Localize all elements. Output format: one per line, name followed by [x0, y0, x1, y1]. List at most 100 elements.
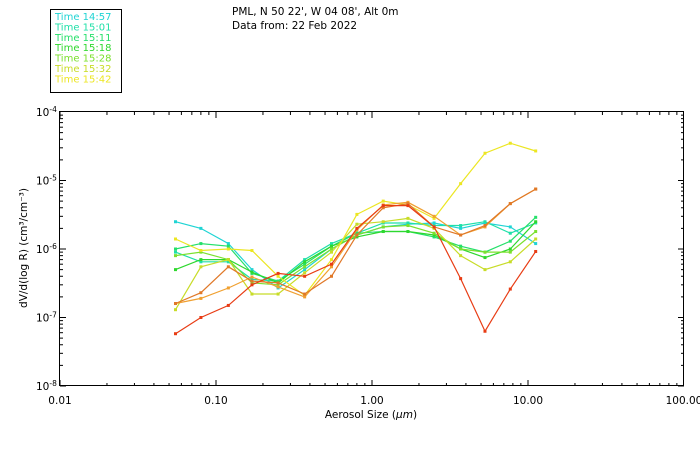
data-point: [329, 247, 333, 251]
data-point: [303, 258, 307, 262]
data-point: [173, 268, 177, 272]
data-point: [432, 214, 436, 218]
data-point: [483, 250, 487, 254]
data-point: [303, 292, 307, 296]
data-point: [355, 233, 359, 237]
data-point: [250, 292, 254, 296]
data-point: [173, 308, 177, 312]
data-point: [199, 226, 203, 230]
legend-entry: Time 15:01: [54, 22, 111, 33]
series-7: [173, 141, 538, 297]
data-point: [508, 247, 512, 251]
data-point: [432, 231, 436, 235]
data-point: [483, 256, 487, 260]
data-point: [432, 235, 436, 239]
x-tick-label: 0.01: [48, 395, 71, 407]
data-point: [303, 274, 307, 278]
data-point: [199, 265, 203, 269]
data-point: [173, 302, 177, 306]
data-point: [250, 268, 254, 272]
plot-frame: [59, 111, 684, 386]
data-point: [508, 202, 512, 206]
data-point: [199, 291, 203, 295]
data-point: [329, 242, 333, 246]
data-point: [483, 329, 487, 333]
data-point: [534, 187, 538, 191]
data-point: [329, 244, 333, 248]
data-point: [381, 199, 385, 203]
data-point: [303, 268, 307, 272]
y-tick-label: 10-7: [36, 311, 57, 325]
data-point: [406, 216, 410, 220]
data-point: [250, 279, 254, 283]
axis-ticks: [59, 112, 684, 387]
data-point: [432, 221, 436, 225]
y-tick-label: 10-5: [36, 174, 57, 188]
data-point: [329, 274, 333, 278]
legend-entry: Time 15:28: [54, 54, 111, 65]
x-axis-label: Aerosol Size (μm): [325, 409, 417, 421]
series-10: [173, 204, 538, 336]
data-point: [250, 249, 254, 253]
data-point: [329, 250, 333, 254]
header-date: Data from: 22 Feb 2022: [232, 20, 357, 32]
data-point: [329, 265, 333, 269]
data-point: [276, 274, 280, 278]
data-point: [303, 271, 307, 275]
data-point: [226, 247, 230, 251]
data-point: [508, 260, 512, 264]
data-point: [508, 225, 512, 229]
data-point: [303, 265, 307, 269]
y-tick-label: 10-8: [36, 379, 57, 393]
data-point: [199, 242, 203, 246]
data-point: [173, 332, 177, 336]
data-point: [432, 225, 436, 229]
data-point: [432, 233, 436, 237]
data-point: [199, 249, 203, 253]
data-point: [276, 283, 280, 287]
data-point: [199, 250, 203, 254]
data-point: [199, 258, 203, 262]
data-point: [459, 277, 463, 281]
data-point: [381, 204, 385, 208]
data-point: [381, 206, 385, 210]
data-point: [303, 260, 307, 264]
y-tick-label: 10-6: [36, 242, 57, 256]
data-point: [226, 260, 230, 264]
data-point: [355, 222, 359, 226]
series-lines: [173, 141, 538, 336]
data-point: [459, 244, 463, 248]
data-point: [199, 296, 203, 300]
data-point: [173, 247, 177, 251]
data-point: [276, 271, 280, 275]
data-point: [406, 224, 410, 228]
data-point: [508, 287, 512, 291]
data-point: [534, 242, 538, 246]
data-point: [381, 225, 385, 229]
data-point: [173, 220, 177, 224]
data-point: [226, 286, 230, 290]
data-point: [508, 250, 512, 254]
data-point: [508, 141, 512, 145]
data-point: [534, 249, 538, 253]
data-point: [534, 220, 538, 224]
data-point: [534, 215, 538, 219]
data-point: [355, 235, 359, 239]
data-point: [226, 258, 230, 262]
data-point: [226, 244, 230, 248]
data-point: [459, 224, 463, 228]
data-point: [355, 212, 359, 216]
data-point: [329, 258, 333, 262]
legend-entry: Time 14:57: [54, 12, 111, 23]
legend-box: [50, 9, 122, 93]
data-point: [534, 149, 538, 153]
data-point: [276, 281, 280, 285]
data-point: [173, 250, 177, 254]
data-point: [250, 277, 254, 281]
data-point: [199, 260, 203, 264]
legend-entry: Time 15:32: [54, 64, 111, 75]
data-point: [508, 239, 512, 243]
legend-entry: Time 15:18: [54, 43, 111, 54]
x-tick-label: 10.00: [513, 395, 543, 407]
